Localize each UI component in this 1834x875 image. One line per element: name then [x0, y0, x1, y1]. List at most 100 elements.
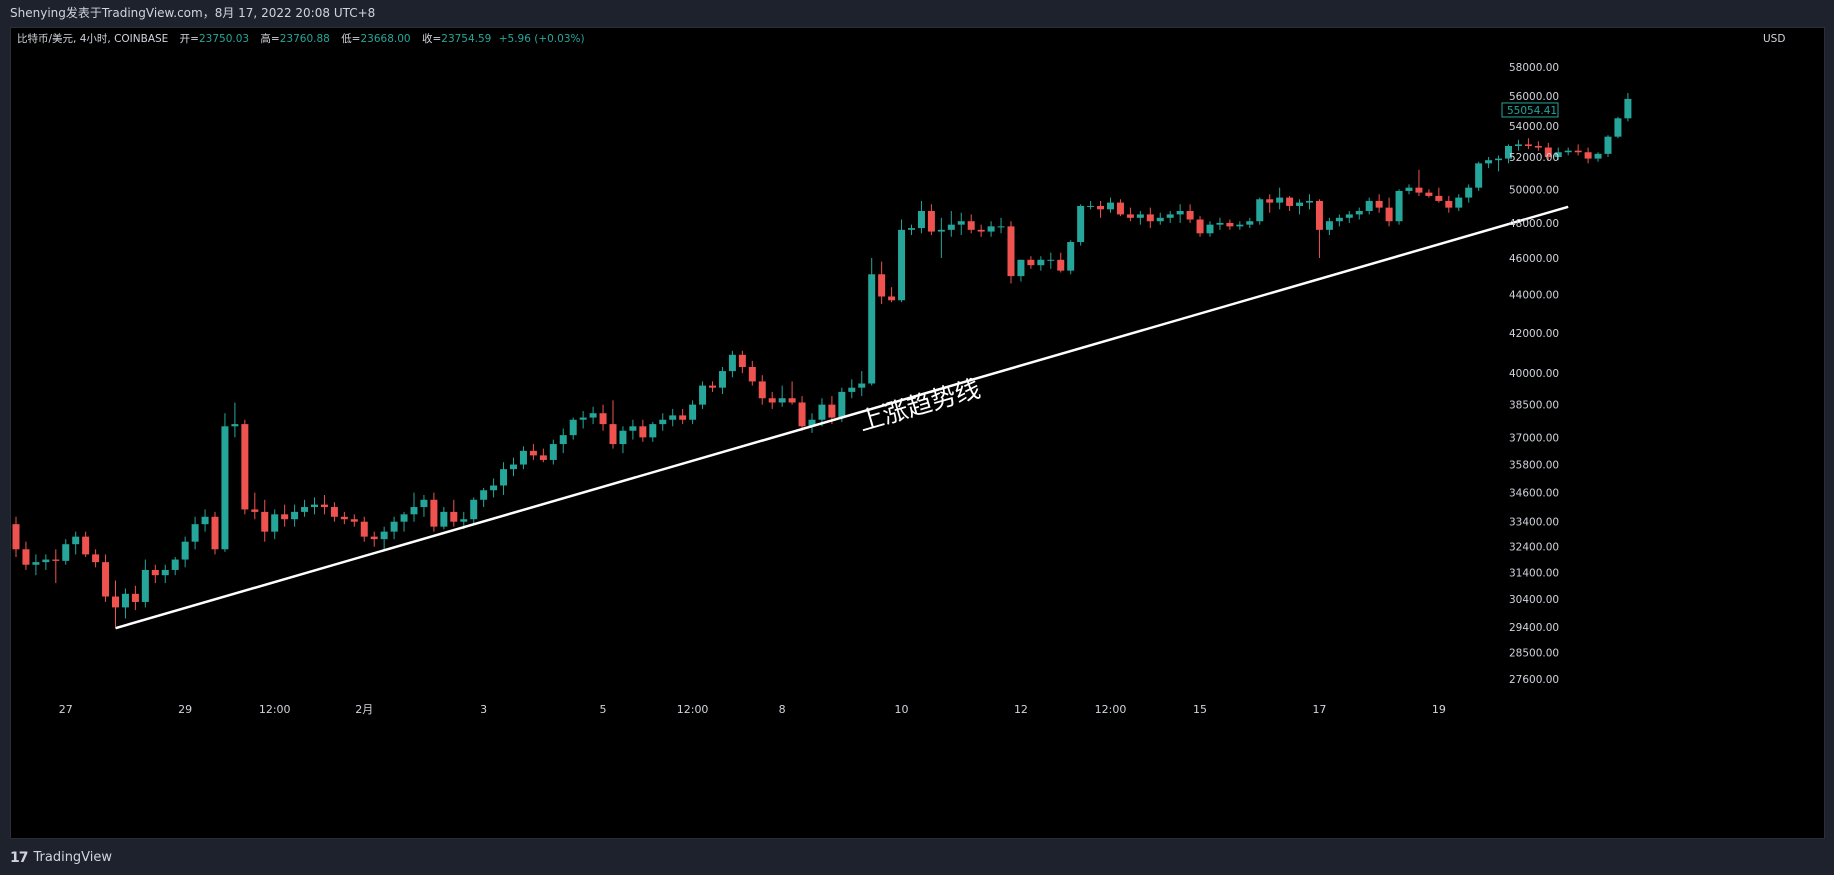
candle[interactable] — [589, 406, 597, 425]
candle[interactable] — [957, 212, 965, 236]
candle[interactable] — [340, 511, 348, 525]
candle[interactable] — [858, 371, 866, 397]
candle[interactable] — [1624, 93, 1632, 122]
candle[interactable] — [1425, 189, 1433, 198]
candle[interactable] — [679, 408, 687, 425]
candle[interactable] — [878, 261, 886, 305]
candle[interactable] — [728, 350, 736, 378]
candle[interactable] — [320, 495, 328, 515]
candle[interactable] — [629, 419, 637, 440]
candle[interactable] — [32, 554, 40, 576]
candle[interactable] — [151, 564, 159, 584]
candle[interactable] — [1206, 221, 1214, 237]
candle[interactable] — [1495, 155, 1503, 172]
candle[interactable] — [191, 516, 199, 550]
candle[interactable] — [1534, 141, 1542, 151]
candle[interactable] — [1226, 219, 1234, 230]
candle[interactable] — [1465, 184, 1473, 203]
candle[interactable] — [987, 221, 995, 237]
candle[interactable] — [1246, 217, 1254, 229]
candle[interactable] — [1107, 197, 1114, 213]
candle[interactable] — [400, 511, 408, 532]
candle[interactable] — [72, 531, 80, 555]
candle[interactable] — [330, 502, 338, 522]
candle[interactable] — [1286, 195, 1294, 212]
candle[interactable] — [1335, 214, 1343, 227]
candle[interactable] — [549, 439, 557, 465]
candle[interactable] — [639, 419, 647, 442]
candle[interactable] — [649, 421, 657, 442]
candle[interactable] — [818, 398, 826, 427]
candle[interactable] — [689, 400, 697, 425]
candle[interactable] — [271, 509, 279, 540]
candle[interactable] — [470, 497, 478, 525]
candle[interactable] — [1097, 200, 1105, 218]
candle[interactable] — [529, 444, 537, 460]
candle[interactable] — [311, 497, 318, 515]
candle[interactable] — [1475, 161, 1483, 191]
candle[interactable] — [62, 539, 70, 565]
candle[interactable] — [1544, 142, 1552, 161]
candle[interactable] — [1216, 217, 1224, 230]
candle[interactable] — [420, 495, 428, 517]
candle[interactable] — [1067, 240, 1075, 275]
candle[interactable] — [1385, 197, 1393, 227]
candle[interactable] — [1176, 204, 1184, 223]
candle[interactable] — [1017, 259, 1025, 282]
candle[interactable] — [669, 408, 677, 427]
candle[interactable] — [261, 499, 269, 542]
candle[interactable] — [798, 396, 806, 431]
candle[interactable] — [1156, 212, 1164, 225]
candle[interactable] — [579, 411, 587, 429]
candle[interactable] — [1435, 187, 1443, 203]
candle[interactable] — [868, 258, 876, 386]
candle[interactable] — [1365, 197, 1373, 215]
candle[interactable] — [1445, 195, 1453, 213]
candle[interactable] — [659, 413, 667, 431]
candle[interactable] — [758, 375, 766, 405]
candle[interactable] — [1455, 194, 1463, 212]
candle[interactable] — [480, 487, 488, 508]
candle[interactable] — [171, 556, 179, 576]
candle[interactable] — [1266, 194, 1274, 213]
candle[interactable] — [121, 588, 129, 619]
candle[interactable] — [241, 419, 249, 515]
candle[interactable] — [112, 580, 119, 627]
candle[interactable] — [181, 536, 189, 568]
candle[interactable] — [1564, 147, 1572, 156]
candle[interactable] — [1395, 189, 1403, 225]
candle[interactable] — [1296, 199, 1304, 215]
candle[interactable] — [42, 554, 50, 570]
candle[interactable] — [1276, 187, 1284, 210]
candle[interactable] — [1136, 211, 1144, 225]
uptrend-line[interactable] — [115, 205, 1569, 630]
candle[interactable] — [500, 462, 508, 496]
candle[interactable] — [519, 446, 527, 470]
candle[interactable] — [360, 516, 368, 542]
candle[interactable] — [1415, 169, 1423, 196]
candle[interactable] — [131, 585, 139, 611]
candle[interactable] — [440, 507, 448, 530]
candle[interactable] — [1614, 116, 1622, 139]
candle[interactable] — [927, 204, 935, 236]
candle[interactable] — [301, 499, 309, 517]
candle[interactable] — [430, 492, 438, 532]
candle[interactable] — [82, 531, 90, 557]
candle[interactable] — [1405, 184, 1413, 195]
candle[interactable] — [1524, 138, 1532, 150]
candle[interactable] — [888, 287, 896, 303]
candle[interactable] — [898, 219, 906, 303]
candle[interactable] — [709, 381, 716, 392]
candle[interactable] — [141, 559, 149, 608]
candle[interactable] — [1574, 144, 1582, 156]
candle[interactable] — [738, 350, 746, 374]
candle[interactable] — [1505, 144, 1512, 164]
candle[interactable] — [609, 400, 617, 449]
candle[interactable] — [450, 499, 458, 527]
candle[interactable] — [92, 549, 100, 568]
candle[interactable] — [559, 428, 567, 454]
candle[interactable] — [370, 531, 378, 547]
candle[interactable] — [1186, 204, 1194, 223]
candle[interactable] — [1196, 216, 1204, 237]
candle[interactable] — [1077, 204, 1085, 246]
